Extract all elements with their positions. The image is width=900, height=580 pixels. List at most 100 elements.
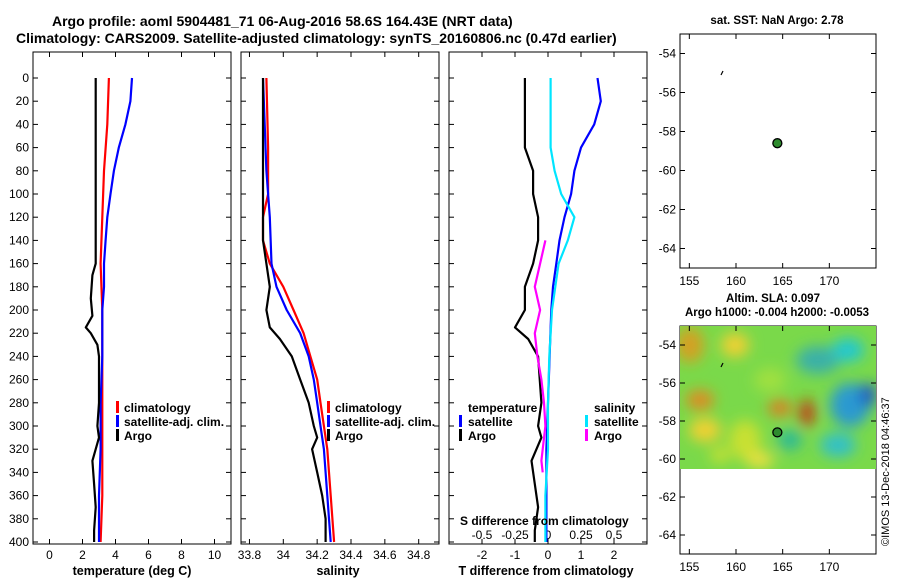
x-tick-label: 0	[46, 548, 53, 562]
x-tick-label: 34.2	[305, 548, 329, 562]
x-tick-label: 34.6	[373, 548, 397, 562]
sla-map-panel: Altim. SLA: 0.097 Argo h1000: -0.004 h20…	[659, 293, 877, 574]
argo-float-marker	[772, 138, 783, 149]
series-line-t-argo	[513, 78, 543, 542]
sla-heatmap	[680, 326, 876, 469]
x-tick-label: 33.8	[238, 548, 262, 562]
x-tick-label: -1	[510, 548, 521, 562]
y-tick-label: -54	[659, 47, 677, 61]
series-line-s-satellite	[544, 78, 576, 542]
difference-x2label: S difference from climatology	[460, 514, 629, 528]
y-tick-label: 0	[22, 71, 29, 85]
y-tick-label: -58	[659, 125, 677, 139]
sst-map-panel: sat. SST: NaN Argo: 2.78 155 160 165 170 -54…	[659, 15, 877, 288]
salinity-panel: 33.8 34 34.2 34.4 34.6 34.8 salinity climatol…	[238, 51, 440, 578]
y-tick-label: 20	[16, 94, 30, 108]
legend-label-climatology: climatology	[335, 401, 402, 415]
x-tick-label: 2	[611, 548, 618, 562]
x2-tick-label: 0	[545, 528, 552, 542]
x-tick-label: -2	[477, 548, 488, 562]
y-tick-label: -60	[659, 452, 677, 466]
x-tick-label: 34.4	[339, 548, 363, 562]
sla-map-subtitle: Argo h1000: -0.004 h2000: -0.0053	[685, 307, 869, 319]
y-tick-label: 60	[16, 141, 30, 155]
y-tick-label: 380	[9, 512, 29, 526]
series-line-argo	[261, 78, 327, 542]
x-tick-label: 160	[726, 560, 746, 574]
title-line-1: Argo profile: aoml 5904481_71 06-Aug-201…	[52, 13, 513, 29]
legend-label-s-satellite: satellite	[594, 415, 639, 429]
y-tick-label: -64	[659, 528, 677, 542]
imos-stamp: ©IMOS 13-Dec-2018 04:46:37	[880, 397, 892, 546]
legend-label-t-argo: Argo	[468, 429, 496, 443]
x-tick-label: 34.8	[407, 548, 431, 562]
x-tick-label: 165	[773, 560, 793, 574]
x-tick-label: 165	[773, 274, 793, 288]
sla-coast-fragment	[720, 362, 724, 368]
salinity-legend: climatology satellite-adj. clim. Argo	[327, 401, 435, 443]
temperature-panel: 0204060801001201401601802002202402602803…	[9, 51, 232, 578]
legend-label-t-satellite: satellite	[468, 415, 513, 429]
y-tick-label: 240	[9, 349, 29, 363]
y-tick-label: 180	[9, 280, 29, 294]
series-line-s-argo	[533, 240, 547, 473]
y-tick-label: -62	[659, 203, 677, 217]
x2-tick-label: -0.5	[472, 528, 493, 542]
temperature-axes	[32, 51, 232, 545]
x2-tick-label: -0.25	[501, 528, 529, 542]
y-tick-label: 300	[9, 419, 29, 433]
legend-title-salinity: salinity	[594, 401, 636, 415]
y-tick-label: 140	[9, 233, 29, 247]
legend-label-argo: Argo	[335, 429, 363, 443]
salinity-axes	[240, 51, 440, 545]
difference-legend: temperature satellite Argo salinity sate…	[459, 401, 639, 443]
y-tick-label: 280	[9, 396, 29, 410]
x2-tick-label: 0.25	[569, 528, 593, 542]
temperature-legend: climatology satellite-adj. clim. Argo	[116, 401, 224, 443]
y-tick-label: -64	[659, 242, 677, 256]
legend-marker-t-satellite	[459, 415, 462, 427]
y-tick-label: 40	[16, 117, 30, 131]
difference-xlabel: T difference from climatology	[458, 564, 633, 578]
y-tick-label: -62	[659, 490, 677, 504]
legend-marker-satellite	[116, 415, 119, 427]
legend-label-satellite: satellite-adj. clim.	[335, 415, 435, 429]
legend-marker-s-satellite	[585, 415, 588, 427]
y-tick-label: 100	[9, 187, 29, 201]
x-tick-label: 4	[112, 548, 119, 562]
argo-float-marker	[772, 427, 783, 438]
x-tick-label: 155	[679, 560, 699, 574]
x-tick-label: 170	[819, 274, 839, 288]
series-line-argo	[84, 78, 101, 542]
sla-map-title: Altim. SLA: 0.097	[726, 293, 820, 305]
sst-coast-fragment	[720, 70, 724, 76]
x-tick-label: 34	[277, 548, 291, 562]
legend-marker-argo	[327, 429, 330, 441]
title-line-2: Climatology: CARS2009. Satellite-adjuste…	[16, 30, 617, 46]
y-tick-label: 160	[9, 257, 29, 271]
sst-map-axes	[679, 33, 877, 269]
difference-axes	[448, 51, 648, 545]
legend-title-temperature: temperature	[468, 401, 538, 415]
y-tick-label: 80	[16, 164, 30, 178]
y-tick-label: 360	[9, 489, 29, 503]
legend-marker-climatology	[327, 401, 330, 413]
legend-marker-argo	[116, 429, 119, 441]
series-line-satellite-adj-clim-	[97, 77, 134, 542]
y-tick-label: -58	[659, 414, 677, 428]
x-tick-label: 10	[208, 548, 222, 562]
y-tick-label: -56	[659, 376, 677, 390]
difference-panel: -2 -1 0 1 2 -0.5 -0.25 0 0.25 0.5 T difference fr…	[448, 51, 648, 578]
y-tick-label: 260	[9, 373, 29, 387]
y-tick-label: 120	[9, 210, 29, 224]
x-tick-label: 2	[79, 548, 86, 562]
y-tick-label: 340	[9, 465, 29, 479]
legend-marker-s-argo	[585, 429, 588, 441]
x-tick-label: 8	[178, 548, 185, 562]
x2-tick-label: 0.5	[606, 528, 623, 542]
x-tick-label: 155	[679, 274, 699, 288]
legend-marker-t-argo	[459, 429, 462, 441]
legend-marker-climatology	[116, 401, 119, 413]
legend-label-argo: Argo	[124, 429, 152, 443]
